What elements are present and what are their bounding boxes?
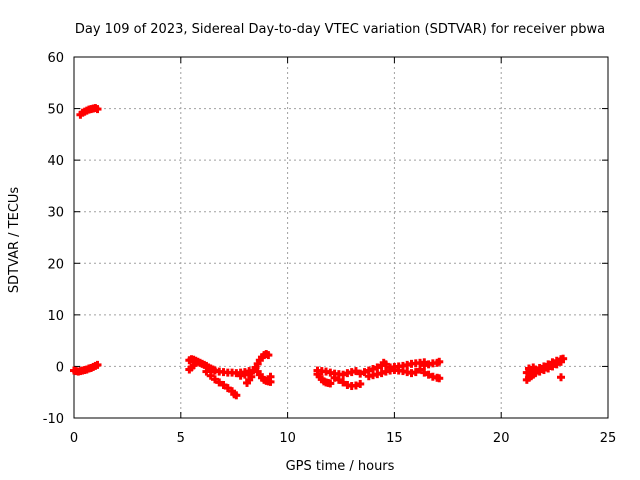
y-tick-label: -10 (43, 412, 64, 427)
data-point (202, 367, 211, 376)
data-point (435, 357, 444, 366)
grid (74, 57, 608, 418)
data-point (189, 361, 198, 370)
data-point (326, 379, 335, 388)
data-point (334, 375, 343, 384)
data-point (539, 362, 548, 371)
data-point (552, 356, 561, 365)
data-point (351, 367, 360, 376)
plot-frame (73, 56, 609, 419)
x-tick-label: 15 (386, 431, 403, 446)
data-point (411, 368, 420, 377)
chart-title: Day 109 of 2023, Sidereal Day-to-day VTE… (75, 22, 605, 37)
y-tick-label: 0 (56, 360, 64, 375)
data-point (93, 105, 102, 114)
axis-ticks: 0 5 10 15 20 25 -10 0 10 20 30 40 50 60 (43, 51, 617, 446)
data-point (264, 351, 273, 360)
y-tick-label: 10 (47, 309, 64, 324)
data-point (435, 374, 444, 383)
data-point (356, 369, 365, 378)
y-tick-label: 30 (47, 206, 64, 221)
x-tick-label: 5 (177, 431, 185, 446)
x-axis-label: GPS time / hours (286, 459, 395, 474)
y-tick-label: 40 (47, 154, 64, 169)
data-point (93, 360, 102, 369)
data-point (416, 365, 425, 374)
data-point (420, 368, 429, 377)
data-point (529, 363, 538, 372)
data-point (210, 375, 219, 384)
data-point (544, 360, 553, 369)
data-point (206, 371, 215, 380)
data-point (557, 373, 566, 382)
y-tick-label: 60 (47, 51, 64, 66)
data-point (351, 381, 360, 390)
x-tick-label: 25 (600, 431, 617, 446)
data-point (360, 368, 369, 377)
data-point (548, 358, 557, 367)
data-point (424, 370, 433, 379)
data-point (381, 360, 390, 369)
data-point (223, 384, 232, 393)
data-point (330, 373, 339, 382)
data-point (339, 370, 348, 379)
data-point (356, 379, 365, 388)
y-tick-label: 50 (47, 103, 64, 118)
data-point (377, 369, 386, 378)
x-tick-label: 0 (70, 431, 78, 446)
data-point (373, 363, 382, 372)
x-tick-label: 20 (493, 431, 510, 446)
data-point (232, 391, 241, 400)
data-points (70, 104, 568, 400)
data-point (266, 372, 275, 381)
data-point (219, 380, 228, 389)
data-point (215, 378, 224, 387)
y-axis-label: SDTVAR / TECUs (7, 187, 22, 294)
y-tick-label: 20 (47, 257, 64, 272)
x-tick-label: 10 (279, 431, 296, 446)
data-point (247, 372, 256, 381)
data-point (339, 378, 348, 387)
data-point (557, 355, 566, 364)
